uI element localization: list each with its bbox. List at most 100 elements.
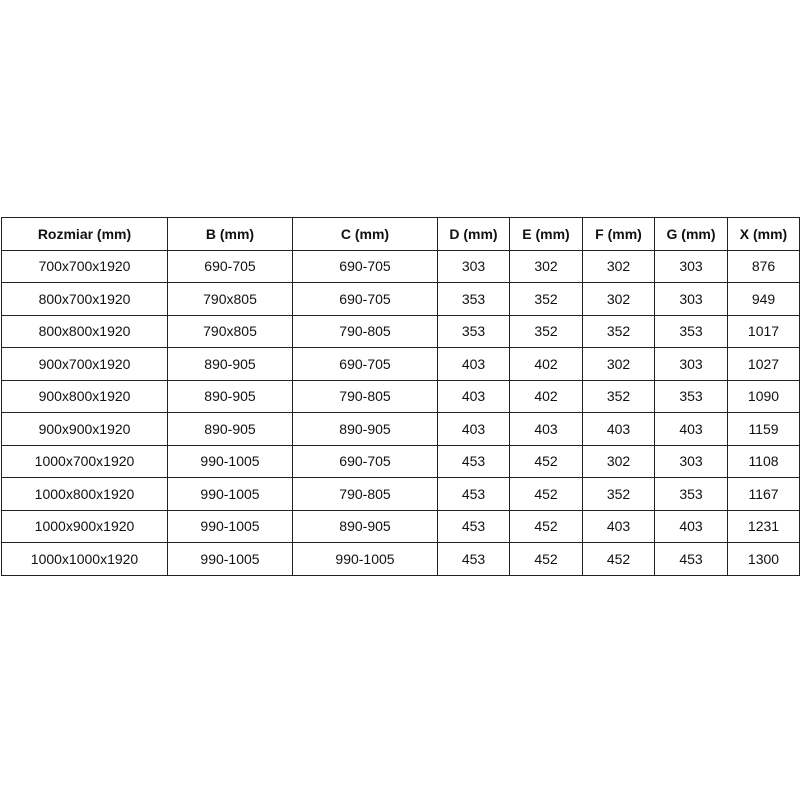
- table-cell: 800x700x1920: [1, 282, 168, 316]
- table-cell: 1108: [727, 444, 800, 478]
- table-row: 1000x700x1920 990-1005 690-705 453 452 302 303…: [1, 444, 800, 478]
- table-cell: 1000x800x1920: [1, 477, 168, 511]
- table-cell: 790-805: [292, 477, 438, 511]
- table-cell: 1090: [727, 379, 800, 413]
- table-cell: 700x700x1920: [1, 249, 168, 283]
- table-cell: 900x700x1920: [1, 347, 168, 381]
- table-cell: 1000x1000x1920: [1, 542, 168, 576]
- table-cell: 800x800x1920: [1, 314, 168, 348]
- table-cell: 403: [654, 412, 728, 446]
- table-cell: 790x805: [167, 314, 293, 348]
- table-row: 1000x800x1920 990-1005 790-805 453 452 352 353…: [1, 477, 800, 511]
- column-header: E (mm): [509, 217, 583, 251]
- table-row: 800x700x1920 790x805 690-705 353 352 302 303 94…: [1, 282, 800, 316]
- table-cell: 890-905: [292, 509, 438, 543]
- table-cell: 453: [437, 542, 510, 576]
- table-cell: 453: [437, 444, 510, 478]
- table-cell: 402: [509, 379, 583, 413]
- column-header: G (mm): [654, 217, 728, 251]
- table-cell: 890-905: [167, 347, 293, 381]
- table-cell: 1231: [727, 509, 800, 543]
- table-cell: 353: [654, 379, 728, 413]
- table-cell: 403: [582, 509, 655, 543]
- table-cell: 452: [582, 542, 655, 576]
- table-cell: 352: [509, 282, 583, 316]
- table-cell: 303: [654, 282, 728, 316]
- table-cell: 790-805: [292, 314, 438, 348]
- table-cell: 1000x900x1920: [1, 509, 168, 543]
- table-cell: 990-1005: [167, 477, 293, 511]
- table-cell: 452: [509, 477, 583, 511]
- table-row: 900x700x1920 890-905 690-705 403 402 302 303 10…: [1, 347, 800, 381]
- column-header: Rozmiar (mm): [1, 217, 168, 251]
- table-cell: 790-805: [292, 379, 438, 413]
- table-cell: 1167: [727, 477, 800, 511]
- table-row: 1000x900x1920 990-1005 890-905 453 452 403 403…: [1, 509, 800, 543]
- table-header-row: Rozmiar (mm) B (mm) C (mm) D (mm) E (mm) F (m…: [1, 217, 800, 251]
- table-cell: 302: [509, 249, 583, 283]
- table-row: 900x900x1920 890-905 890-905 403 403 403 403 11…: [1, 412, 800, 446]
- table-cell: 890-905: [167, 379, 293, 413]
- table-cell: 453: [654, 542, 728, 576]
- table-cell: 1300: [727, 542, 800, 576]
- column-header: F (mm): [582, 217, 655, 251]
- column-header: X (mm): [727, 217, 800, 251]
- table-cell: 353: [654, 477, 728, 511]
- table-cell: 1017: [727, 314, 800, 348]
- table-cell: 353: [437, 282, 510, 316]
- table-cell: 303: [654, 347, 728, 381]
- dimensions-table: Rozmiar (mm) B (mm) C (mm) D (mm) E (mm) F (m…: [1, 217, 800, 576]
- table-cell: 403: [654, 509, 728, 543]
- table-cell: 352: [509, 314, 583, 348]
- table-cell: 453: [437, 477, 510, 511]
- table-cell: 990-1005: [167, 509, 293, 543]
- table-cell: 790x805: [167, 282, 293, 316]
- table-row: 1000x1000x1920 990-1005 990-1005 453 452 452 4…: [1, 542, 800, 576]
- table-cell: 303: [654, 249, 728, 283]
- table-cell: 403: [582, 412, 655, 446]
- table-cell: 1159: [727, 412, 800, 446]
- table-cell: 1000x700x1920: [1, 444, 168, 478]
- table-cell: 690-705: [292, 347, 438, 381]
- table-cell: 452: [509, 509, 583, 543]
- table-cell: 452: [509, 444, 583, 478]
- table-cell: 990-1005: [292, 542, 438, 576]
- table-cell: 353: [437, 314, 510, 348]
- table-row: 700x700x1920 690-705 690-705 303 302 302 303 87…: [1, 249, 800, 283]
- table-cell: 302: [582, 282, 655, 316]
- table-cell: 690-705: [167, 249, 293, 283]
- table-cell: 302: [582, 444, 655, 478]
- table-cell: 690-705: [292, 444, 438, 478]
- table-cell: 303: [654, 444, 728, 478]
- table-cell: 302: [582, 249, 655, 283]
- table-cell: 302: [582, 347, 655, 381]
- table-cell: 352: [582, 477, 655, 511]
- table-cell: 403: [437, 412, 510, 446]
- table-cell: 876: [727, 249, 800, 283]
- table-cell: 403: [437, 379, 510, 413]
- table-cell: 690-705: [292, 282, 438, 316]
- table-cell: 303: [437, 249, 510, 283]
- table-row: 900x800x1920 890-905 790-805 403 402 352 353 10…: [1, 379, 800, 413]
- table-cell: 990-1005: [167, 444, 293, 478]
- table-cell: 453: [437, 509, 510, 543]
- table-cell: 352: [582, 314, 655, 348]
- table-cell: 353: [654, 314, 728, 348]
- table-cell: 402: [509, 347, 583, 381]
- table-cell: 900x800x1920: [1, 379, 168, 413]
- column-header: C (mm): [292, 217, 438, 251]
- table-cell: 890-905: [292, 412, 438, 446]
- table-cell: 900x900x1920: [1, 412, 168, 446]
- table-cell: 403: [437, 347, 510, 381]
- table-cell: 949: [727, 282, 800, 316]
- column-header: B (mm): [167, 217, 293, 251]
- table-cell: 403: [509, 412, 583, 446]
- table-cell: 690-705: [292, 249, 438, 283]
- table-cell: 1027: [727, 347, 800, 381]
- table-cell: 352: [582, 379, 655, 413]
- column-header: D (mm): [437, 217, 510, 251]
- table-row: 800x800x1920 790x805 790-805 353 352 352 353 10…: [1, 314, 800, 348]
- table-cell: 452: [509, 542, 583, 576]
- table-cell: 990-1005: [167, 542, 293, 576]
- table-cell: 890-905: [167, 412, 293, 446]
